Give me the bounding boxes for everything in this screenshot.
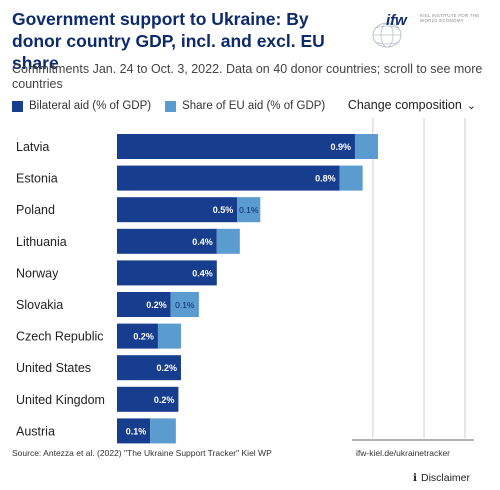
chart-subtitle: Commitments Jan. 24 to Oct. 3, 2022. Dat…	[12, 62, 483, 91]
data-label-bilateral: 0.9%	[330, 142, 351, 152]
ifw-logo: ifw KIEL INSTITUTE FOR THE WORLD ECONOMY	[366, 10, 486, 50]
disclaimer-label: Disclaimer	[420, 472, 470, 484]
bar-chart[interactable]: Latvia 0.9% Estonia 0.8% Poland 0.5% 0.1% Lithu…	[0, 118, 500, 444]
source-note: Source: Antezza et al. (2022) "The Ukrai…	[12, 448, 272, 458]
category-label: Norway	[16, 266, 59, 280]
data-label-bilateral: 0.5%	[213, 205, 234, 215]
bar-bilateral	[117, 134, 355, 159]
legend: Bilateral aid (% of GDP) Share of EU aid…	[12, 100, 339, 112]
legend-swatch-eu	[165, 100, 177, 112]
chevron-down-icon: ⌄	[466, 99, 476, 112]
bar-bilateral	[117, 323, 158, 349]
disclaimer-button[interactable]: i Disclaimer	[413, 472, 470, 484]
category-label: United States	[16, 361, 91, 375]
legend-label-eu: Share of EU aid (% of GDP)	[182, 100, 326, 112]
bar-bilateral	[117, 228, 217, 254]
info-icon: i	[412, 472, 417, 484]
data-label-bilateral: 0.4%	[192, 268, 213, 278]
data-label-bilateral: 0.4%	[192, 237, 213, 247]
change-composition-dropdown[interactable]: Change composition ⌄	[348, 98, 476, 112]
bar-eu	[157, 323, 181, 349]
data-label-bilateral: 0.2%	[156, 363, 177, 373]
legend-swatch-bilateral	[12, 100, 23, 112]
category-label: Slovakia	[16, 298, 63, 312]
bar-bilateral	[117, 165, 340, 191]
bar-bilateral	[117, 197, 238, 223]
bar-bilateral	[117, 386, 179, 412]
category-label: Czech Republic	[16, 330, 104, 344]
logo-mark: ifw	[386, 12, 407, 29]
data-label-bilateral: 0.2%	[146, 300, 167, 310]
data-label-bilateral: 0.2%	[154, 395, 175, 405]
category-label: United Kingdom	[16, 393, 105, 407]
bar-eu	[354, 134, 378, 159]
bar-eu	[170, 292, 199, 317]
bar-bilateral	[117, 418, 151, 444]
data-label-bilateral: 0.8%	[315, 174, 336, 184]
logo-text: KIEL INSTITUTE FOR THE WORLD ECONOMY	[420, 13, 480, 23]
bar-eu	[237, 197, 261, 223]
data-label-bilateral: 0.1%	[126, 426, 147, 436]
bar-bilateral	[117, 355, 181, 381]
data-label-bilateral: 0.2%	[133, 332, 154, 342]
data-label-eu: 0.1%	[239, 205, 259, 215]
tracker-link[interactable]: ifw-kiel.de/ukrainetracker	[356, 448, 451, 458]
data-label-eu: 0.1%	[175, 300, 195, 310]
category-label: Estonia	[16, 172, 58, 186]
category-label: Poland	[16, 203, 55, 217]
bar-bilateral	[117, 292, 171, 317]
bar-eu	[339, 165, 363, 191]
bar-bilateral	[117, 260, 217, 286]
category-label: Austria	[16, 424, 55, 438]
bar-eu	[150, 418, 176, 444]
legend-label-bilateral: Bilateral aid (% of GDP)	[29, 100, 152, 112]
bar-eu	[216, 228, 240, 254]
legend-item-bilateral: Bilateral aid (% of GDP)	[12, 100, 151, 112]
globe-icon	[372, 22, 402, 48]
category-label: Lithuania	[16, 235, 67, 249]
legend-item-eu: Share of EU aid (% of GDP)	[165, 100, 325, 112]
category-label: Latvia	[16, 140, 49, 154]
change-composition-label: Change composition	[347, 98, 462, 112]
chart-title: Government support to Ukraine: By donor …	[12, 9, 325, 73]
